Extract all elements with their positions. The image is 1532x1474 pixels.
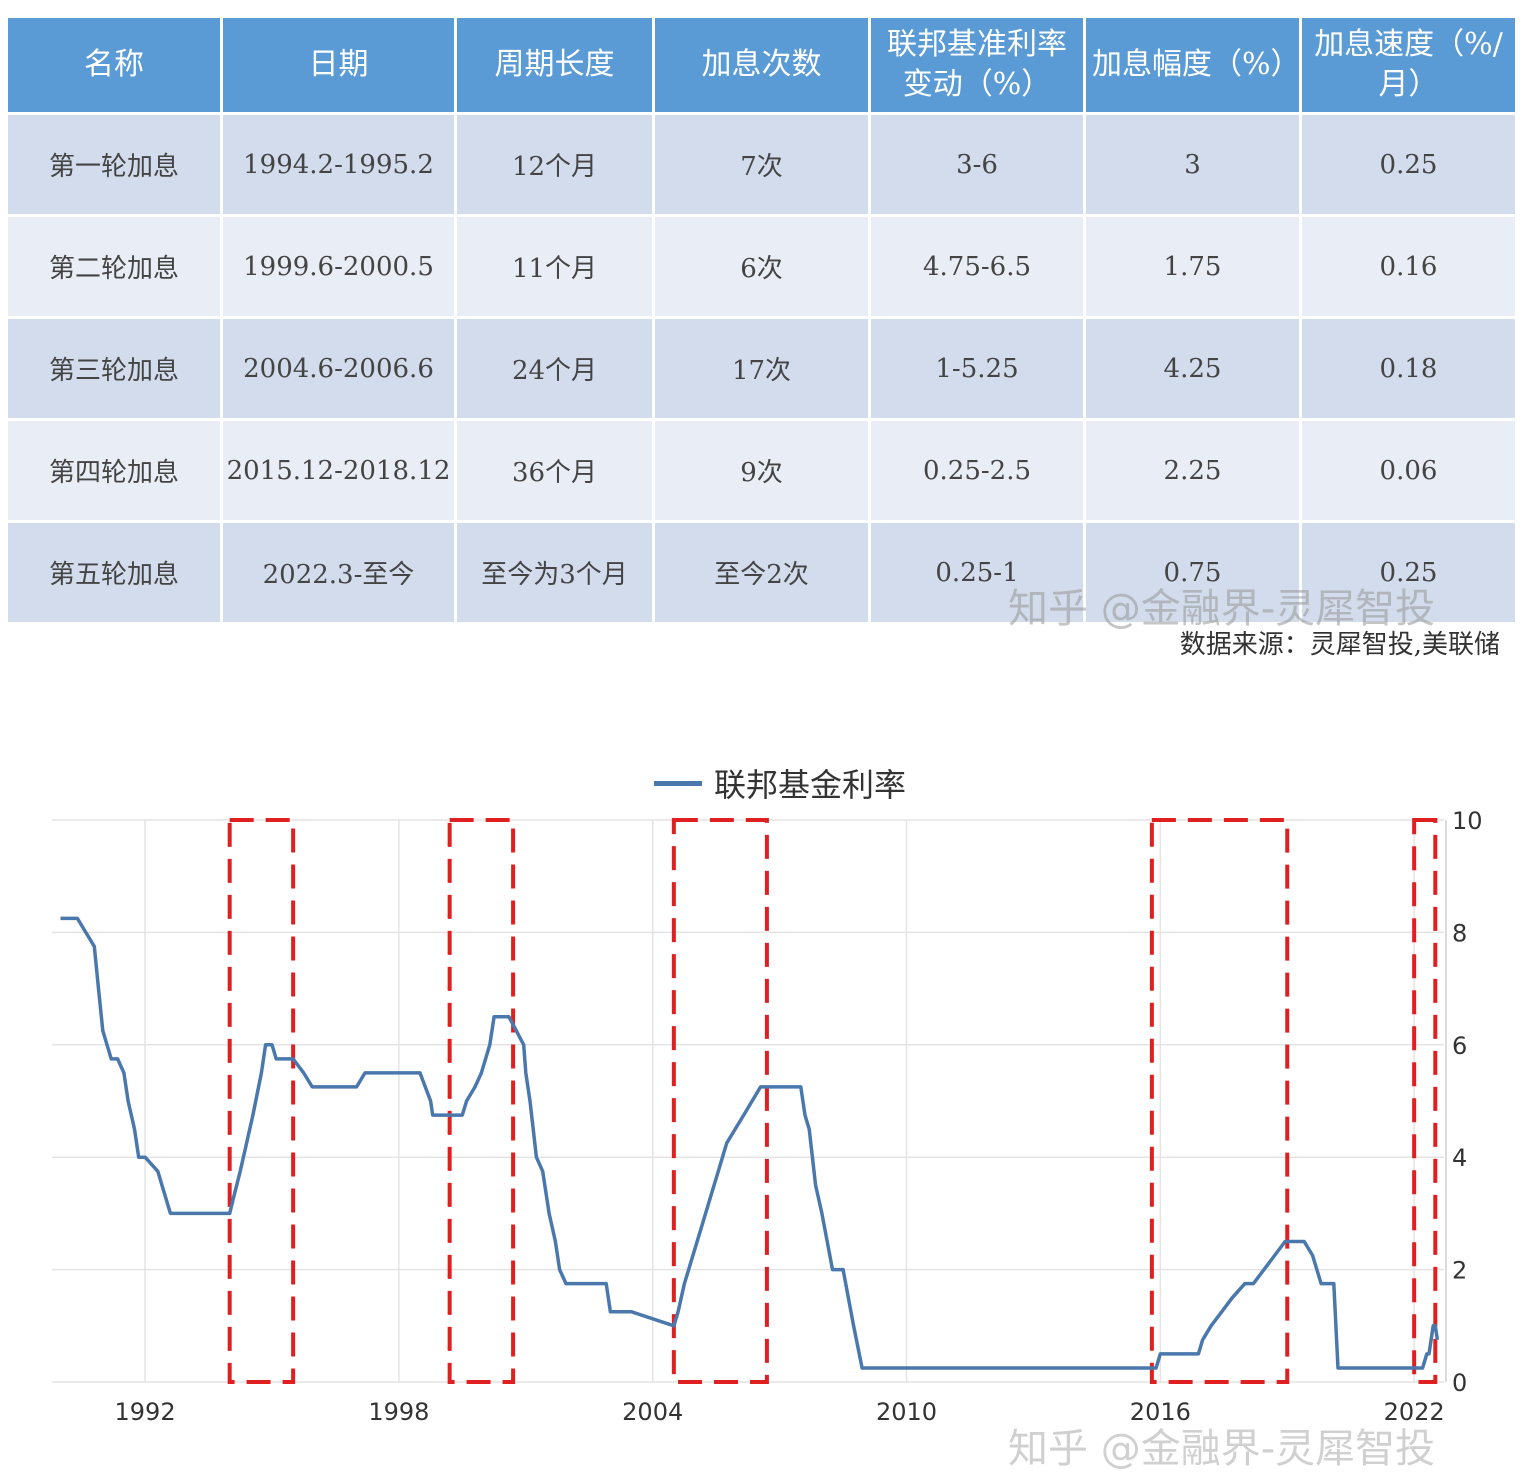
table-cell: 6次 [655,217,868,316]
table-cell: 0.25 [1302,523,1515,622]
watermark: 知乎 @金融界-灵犀智投 [1008,1426,1436,1472]
hike-period-box [1412,818,1438,1384]
table-cell: 第五轮加息 [8,523,220,622]
table-cell: 12个月 [457,115,652,214]
table-cell: 0.25 [1302,115,1515,214]
table-cell: 3 [1086,115,1299,214]
header-hike-count: 加息次数 [655,18,868,112]
table-cell: 1.75 [1086,217,1299,316]
table-cell: 1999.6-2000.5 [223,217,454,316]
table-cell: 36个月 [457,421,652,520]
y-tick-label: 0 [1452,1369,1467,1397]
fed-funds-chart: 0 2 4 6 8 10 1992 1998 2004 2010 2016 2022 联邦基金利率 知… [0,740,1532,1472]
y-tick-label: 6 [1452,1032,1467,1060]
table-cell: 2022.3-至今 [223,523,454,622]
hike-period-box [1149,818,1290,1384]
table-cell: 至今为3个月 [457,523,652,622]
table-cell: 9次 [655,421,868,520]
watermark: 知乎 @金融界-灵犀智投 [1008,586,1436,632]
table-row: 第一轮加息 1994.2-1995.2 12个月 7次 3-6 3 0.25 [8,115,1515,214]
table-cell: 1994.2-1995.2 [223,115,454,214]
table-row: 第二轮加息 1999.6-2000.5 11个月 6次 4.75-6.5 1.7… [8,217,1515,316]
table-cell: 0.75 [1086,523,1299,622]
hike-period-box [447,818,516,1384]
x-tick-label: 1992 [115,1398,176,1426]
hike-period-box [227,818,296,1384]
rate-hike-table: 名称 日期 周期长度 加息次数 联邦基准利率变动（%） 加息幅度（%） 加息速度… [5,15,1518,625]
x-tick-label: 1998 [368,1398,429,1426]
table-header-row: 名称 日期 周期长度 加息次数 联邦基准利率变动（%） 加息幅度（%） 加息速度… [8,18,1515,112]
fed-funds-rate-line [60,916,1440,1370]
header-hike-size: 加息幅度（%） [1086,18,1301,112]
table-cell: 2004.6-2006.6 [223,319,454,418]
x-tick-label: 2016 [1130,1398,1191,1426]
chart-svg: 0 2 4 6 8 10 1992 1998 2004 2010 2016 2022 [52,807,1483,1426]
table-cell: 11个月 [457,217,652,316]
x-tick-label: 2022 [1384,1398,1445,1426]
table-cell: 0.18 [1302,319,1515,418]
table-cell: 0.25-2.5 [871,421,1083,520]
legend-swatch [654,780,702,786]
table-cell: 至今2次 [655,523,868,622]
chart-legend: 联邦基金利率 [654,760,906,806]
table-cell: 2.25 [1086,421,1299,520]
table-row: 第四轮加息 2015.12-2018.12 36个月 9次 0.25-2.5 2… [8,421,1515,520]
table-row: 第五轮加息 2022.3-至今 至今为3个月 至今2次 0.25-1 0.75 … [8,523,1515,622]
header-date: 日期 [223,18,454,112]
table-cell: 第三轮加息 [8,319,220,418]
source-note: 数据来源：灵犀智投,美联储 [1179,630,1500,660]
table-row: 第三轮加息 2004.6-2006.6 24个月 17次 1-5.25 4.25… [8,319,1515,418]
y-tick-label: 8 [1452,919,1467,947]
table-cell: 2015.12-2018.12 [223,421,454,520]
table-cell: 第二轮加息 [8,217,220,316]
header-cycle-length: 周期长度 [457,18,652,112]
table-cell: 7次 [655,115,868,214]
header-hike-speed: 加息速度（%/月） [1302,18,1515,112]
header-rate-change: 联邦基准利率变动（%） [871,18,1083,112]
table-cell: 4.75-6.5 [871,217,1083,316]
table-cell: 0.16 [1302,217,1515,316]
x-tick-label: 2010 [876,1398,937,1426]
table-cell: 0.25-1 [871,523,1083,622]
table-cell: 0.06 [1302,421,1515,520]
y-tick-label: 4 [1452,1144,1467,1172]
x-tick-label: 2004 [622,1398,683,1426]
table-cell: 4.25 [1086,319,1299,418]
legend-label: 联邦基金利率 [714,766,907,804]
table-cell: 24个月 [457,319,652,418]
table-cell: 1-5.25 [871,319,1083,418]
y-tick-label: 2 [1452,1257,1467,1285]
table-cell: 第一轮加息 [8,115,220,214]
y-tick-label: 10 [1452,807,1483,835]
table-cell: 第四轮加息 [8,421,220,520]
hike-period-box [671,818,769,1384]
header-name: 名称 [8,18,220,112]
table-cell: 17次 [655,319,868,418]
table-cell: 3-6 [871,115,1083,214]
